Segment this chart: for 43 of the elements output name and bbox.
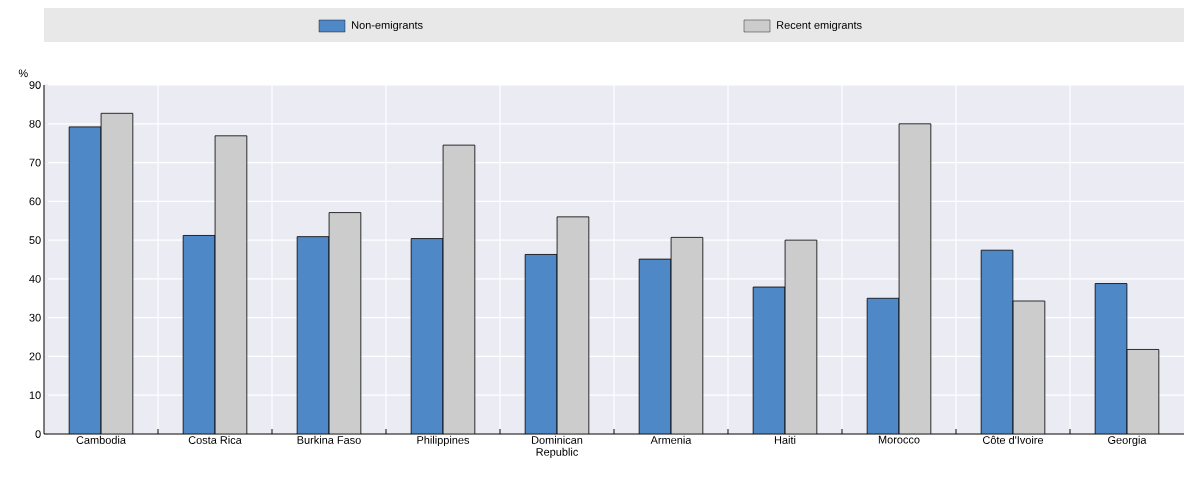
y-tick-label: 40 (29, 275, 41, 283)
x-tick-label: Cambodia (76, 435, 126, 444)
y-tick-label: 30 (29, 313, 41, 322)
x-tick-label: Armenia (650, 435, 692, 444)
bar (215, 135, 247, 434)
legend-label: Non-emigrants (352, 20, 423, 32)
bar (411, 238, 443, 434)
y-tick-label: 60 (29, 197, 41, 206)
bar (69, 126, 101, 434)
bar (525, 254, 557, 434)
bar (1094, 283, 1128, 434)
bar (101, 113, 133, 434)
y-tick-label: 80 (29, 119, 41, 128)
bar (981, 250, 1013, 434)
x-tick-label: Haiti (774, 435, 796, 444)
y-tick-label: 70 (29, 158, 41, 167)
y-tick-label: 90 (29, 81, 41, 89)
x-tick-label: Morocco (878, 435, 920, 444)
bar (785, 240, 817, 434)
bar (297, 236, 329, 434)
x-tick-label: Georgia (1108, 435, 1147, 447)
y-tick-label: 50 (29, 236, 41, 244)
y-tick-label: 0 (35, 430, 41, 438)
bar (329, 212, 361, 434)
legend-label: Recent emigrants (777, 20, 862, 32)
bar (557, 216, 589, 434)
bar (1126, 349, 1160, 434)
x-tick-label: Dominican Republic (532, 435, 583, 459)
bar (1013, 301, 1045, 434)
x-tick-label: Philippines (417, 435, 470, 447)
y-axis-title: % (18, 69, 28, 78)
bar (867, 298, 899, 434)
y-tick-label: 10 (29, 391, 41, 400)
bar (671, 237, 703, 434)
x-tick-label: Costa Rica (188, 435, 242, 444)
bar (639, 259, 671, 434)
bar (753, 287, 785, 434)
x-tick-label: Burkina Faso (297, 435, 361, 444)
bar (183, 235, 215, 434)
bar (899, 123, 931, 434)
x-tick-label: Côte d'Ivoire (982, 435, 1044, 444)
bar (443, 145, 475, 434)
y-tick-label: 20 (29, 352, 41, 361)
